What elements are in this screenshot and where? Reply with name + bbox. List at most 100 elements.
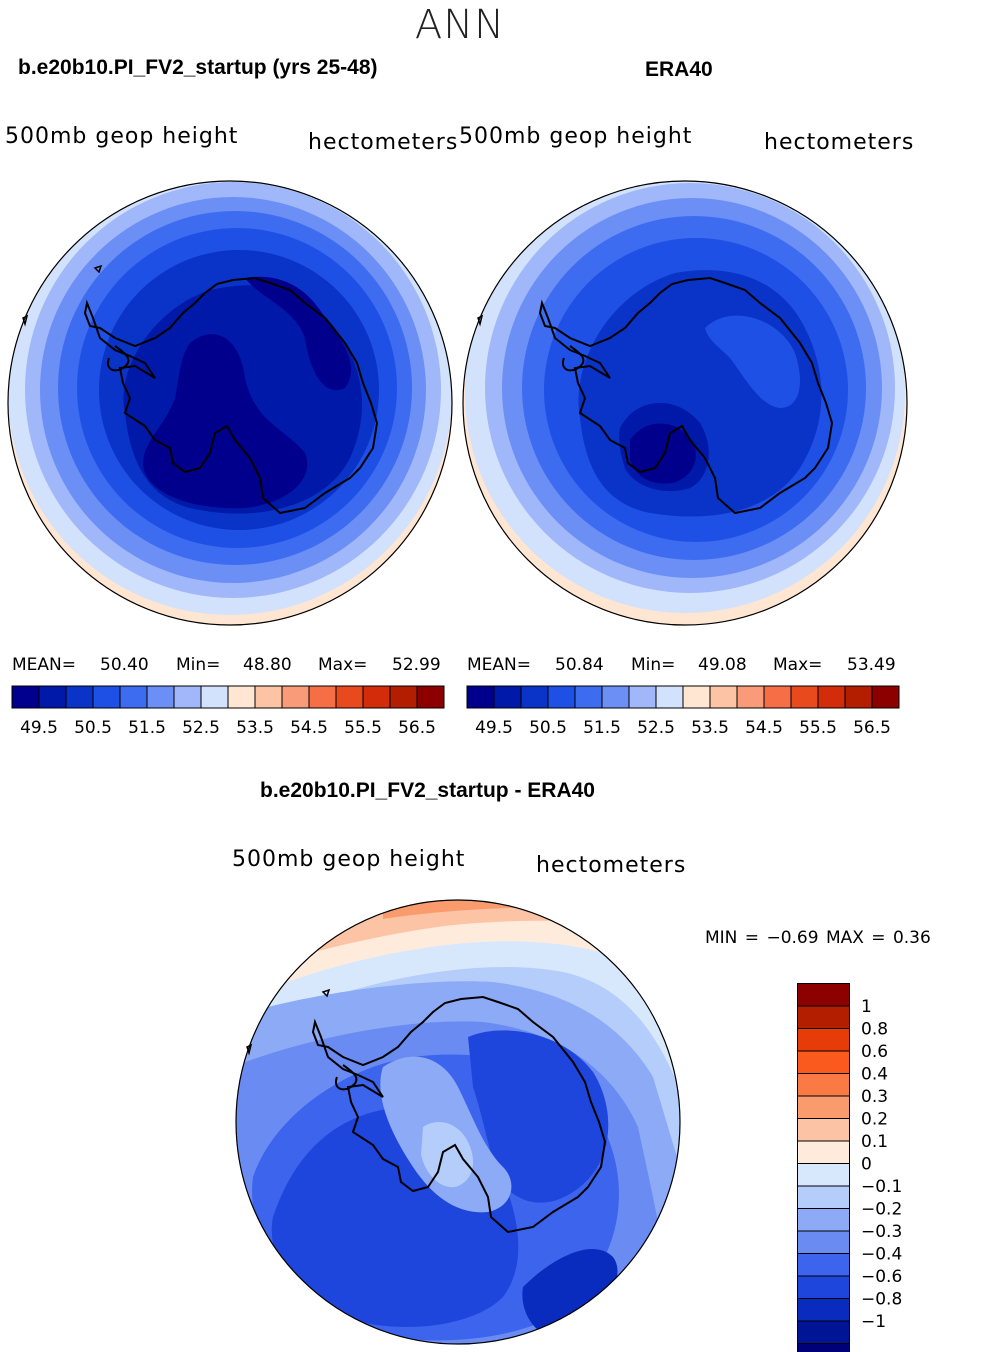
left-colorbar-swatch [281,685,310,709]
diff-colorbar-tick-label: 0 [861,1155,872,1175]
left-colorbar-swatch [173,685,202,709]
right-colorbar: 49.5 50.5 51.5 52.5 53.5 54.5 55.5 56.5 [466,685,900,738]
diff-colorbar-tick-label: −1 [861,1312,886,1332]
diff-colorbar-tick-label: −0.2 [861,1200,902,1220]
diff-polar-map [235,899,681,1345]
diff-colorbar-swatch [797,1343,850,1352]
diff-colorbar: 1 0.80.6 0.40.3 0.20.1 0−0.1 −0.2−0.3 −0.4−0.6… [797,983,902,1352]
right-colorbar-tick-label: 54.5 [745,718,783,738]
diff-colorbar-tick-label: −0.4 [861,1245,902,1265]
diff-colorbar-swatch [797,1185,850,1209]
diff-colorbar-swatch [797,1118,850,1142]
right-variable-label: 500mb geop height [459,124,693,149]
left-panel-title: b.e20b10.PI_FV2_startup (yrs 25-48) [18,56,378,79]
right-colorbar-tick-label: 51.5 [583,718,621,738]
diff-colorbar-swatch [797,1028,850,1052]
left-mean-value: 50.40 [100,655,149,675]
diff-colorbar-tick-label: −0.1 [861,1177,902,1197]
right-colorbar-swatch [628,685,657,709]
right-colorbar-swatch [871,685,900,709]
diff-colorbar-tick-label: 1 [861,997,872,1017]
diff-colorbar-swatch [797,1050,850,1074]
left-colorbar-tick-label: 52.5 [182,718,220,738]
right-mean-value: 50.84 [555,655,604,675]
left-colorbar-tick-label: 55.5 [344,718,382,738]
right-colorbar-tick-label: 52.5 [637,718,675,738]
left-colorbar-tick-label: 50.5 [74,718,112,738]
right-colorbar-tick-label: 49.5 [475,718,513,738]
left-colorbar-swatch [308,685,337,709]
right-colorbar-swatch [493,685,522,709]
right-max-label: Max= [773,655,823,675]
diff-colorbar-swatch [797,1298,850,1322]
right-colorbar-tick-label: 53.5 [691,718,729,738]
left-antarctica-outline [83,276,379,515]
figure-title: ANN [414,2,506,48]
left-colorbar-tick-label: 56.5 [398,718,436,738]
left-colorbar-swatch [92,685,121,709]
right-mean-label: MEAN= [467,655,531,675]
right-colorbar-swatch [574,685,603,709]
right-colorbar-swatch [601,685,630,709]
diff-colorbar-tick-label: −0.6 [861,1267,902,1287]
diff-colorbar-swatch [797,1230,850,1254]
left-mean-label: MEAN= [12,655,76,675]
diff-colorbar-swatch [797,1005,850,1029]
left-max-value: 52.99 [392,655,441,675]
right-polar-map [462,180,908,626]
left-colorbar-swatch [65,685,94,709]
right-max-value: 53.49 [847,655,896,675]
right-panel-title: ERA40 [645,58,713,81]
right-units-label: hectometers [764,130,915,155]
left-colorbar-swatch [362,685,391,709]
diff-units-label: hectometers [536,853,687,878]
right-colorbar-swatch [466,685,495,709]
left-colorbar-tick-label: 51.5 [128,718,166,738]
right-min-label: Min= [631,655,676,675]
left-variable-label: 500mb geop height [5,124,239,149]
left-polar-map [7,180,453,626]
diff-colorbar-swatch [797,1320,850,1344]
right-colorbar-swatch [817,685,846,709]
left-colorbar-swatch [416,685,445,709]
left-colorbar-swatch [146,685,175,709]
left-colorbar: 49.5 50.5 51.5 52.5 53.5 54.5 55.5 56.5 [11,685,445,738]
diff-colorbar-swatch [797,1140,850,1164]
left-colorbar-swatch [38,685,67,709]
left-colorbar-swatch [254,685,283,709]
diff-colorbar-swatch [797,1095,850,1119]
diff-colorbar-swatch [797,1275,850,1299]
diff-colorbar-tick-label: 0.2 [861,1110,888,1130]
diff-colorbar-swatch [797,1208,850,1232]
right-colorbar-swatch [547,685,576,709]
left-colorbar-tick-label: 54.5 [290,718,328,738]
right-colorbar-swatch [763,685,792,709]
diff-colorbar-swatch [797,1073,850,1097]
right-colorbar-swatch [736,685,765,709]
right-colorbar-swatch [844,685,873,709]
right-colorbar-swatch [520,685,549,709]
right-colorbar-swatch [655,685,684,709]
right-antarctica-outline [538,276,834,515]
right-colorbar-swatch [790,685,819,709]
diff-colorbar-swatch [797,1163,850,1187]
diff-colorbar-tick-label: 0.4 [861,1065,888,1085]
left-colorbar-swatch [227,685,256,709]
left-colorbar-swatch [11,685,40,709]
diff-colorbar-tick-label: 0.3 [861,1087,888,1107]
right-colorbar-tick-label: 50.5 [529,718,567,738]
right-colorbar-tick-label: 55.5 [799,718,837,738]
left-colorbar-tick-label: 53.5 [236,718,274,738]
diff-colorbar-tick-label: −0.3 [861,1222,902,1242]
right-colorbar-swatch [682,685,711,709]
diff-colorbar-tick-label: 0.8 [861,1020,888,1040]
left-min-value: 48.80 [243,655,292,675]
left-units-label: hectometers [308,130,459,155]
diff-colorbar-swatch [797,1253,850,1277]
right-min-value: 49.08 [698,655,747,675]
diff-antarctica-outline [311,995,607,1234]
left-colorbar-tick-label: 49.5 [20,718,58,738]
left-colorbar-swatch [200,685,229,709]
right-colorbar-swatch [709,685,738,709]
right-colorbar-tick-label: 56.5 [853,718,891,738]
